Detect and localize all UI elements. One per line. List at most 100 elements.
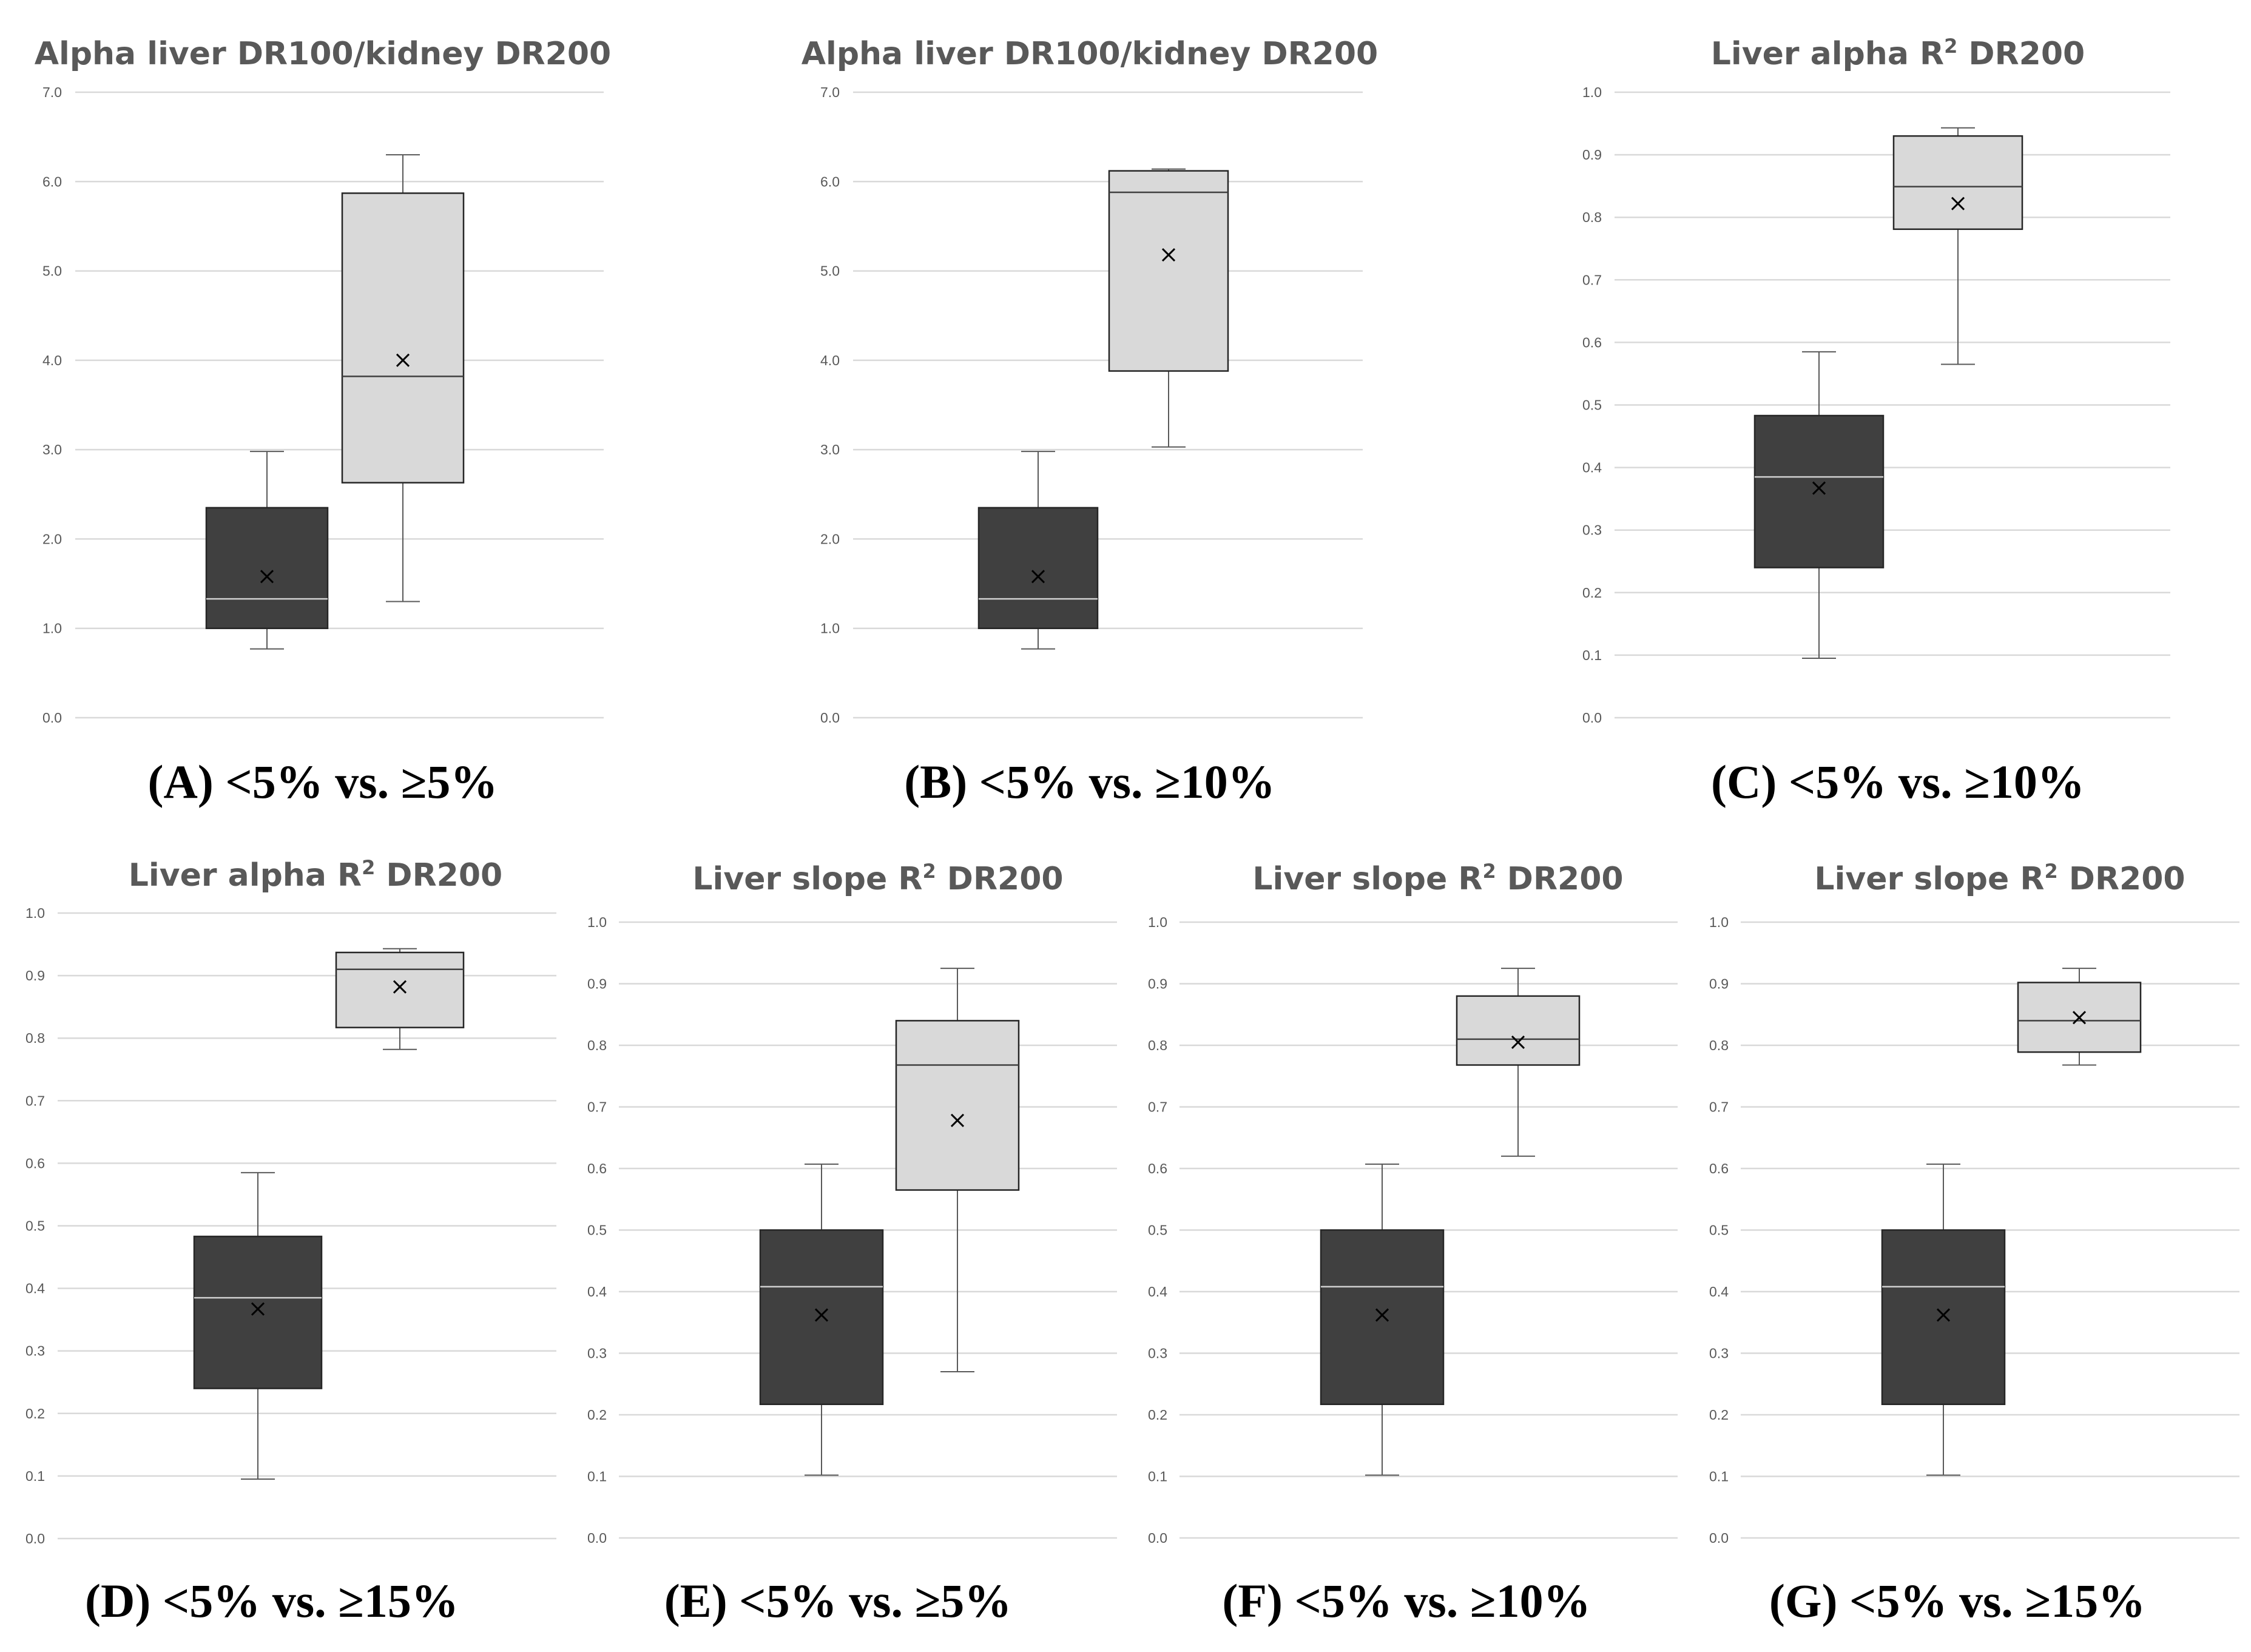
box-iqr xyxy=(1753,414,1885,568)
mean-marker xyxy=(1812,481,1826,495)
boxplot-panel: 0.0 0.1 0.2 0.3 0.4 0.5 0.6 0.7 0.8 0.9 1.0 Liver a… xyxy=(25,856,556,1627)
y-tick-label: 5.0 xyxy=(42,263,62,279)
box-low-group xyxy=(1753,351,1885,659)
panel-caption: (E) <5% vs. ≥5% xyxy=(664,1574,1012,1627)
chart-title: Liver slope R2 DR200 xyxy=(1814,860,2185,897)
y-tick-label: 0.3 xyxy=(1709,1346,1729,1361)
box-high-group xyxy=(1456,968,1581,1157)
y-tick-label: 0.6 xyxy=(1582,334,1602,350)
y-tick-label: 2.0 xyxy=(42,531,62,547)
y-tick-label: 0.6 xyxy=(587,1161,607,1176)
chart-title: Liver alpha R2 DR200 xyxy=(1711,35,2085,72)
y-tick-label: 0.4 xyxy=(587,1284,607,1300)
box-low-group xyxy=(977,451,1099,650)
panel-caption: (C) <5% vs. ≥10% xyxy=(1711,755,2085,808)
y-tick-label: 3.0 xyxy=(42,442,62,457)
y-tick-label: 0.3 xyxy=(25,1343,45,1359)
y-tick-label: 1.0 xyxy=(42,621,62,636)
y-tick-label: 0.9 xyxy=(1709,976,1729,992)
y-tick-label: 0.4 xyxy=(1148,1284,1167,1300)
y-tick-label: 0.7 xyxy=(587,1099,607,1115)
box-high-group xyxy=(335,948,465,1050)
y-tick-label: 0.0 xyxy=(587,1530,607,1546)
y-tick-label: 1.0 xyxy=(1709,914,1729,930)
y-tick-label: 0.2 xyxy=(1582,585,1602,601)
y-tick-label: 0.3 xyxy=(1148,1346,1167,1361)
box-low-group xyxy=(205,451,329,650)
mean-marker xyxy=(2072,1011,2087,1025)
y-tick-label: 0.2 xyxy=(587,1407,607,1423)
y-tick-label: 0.0 xyxy=(1709,1530,1729,1546)
y-tick-label: 1.0 xyxy=(587,914,607,930)
mean-marker xyxy=(814,1308,829,1322)
box-iqr xyxy=(1881,1229,2006,1405)
y-tick-label: 0.2 xyxy=(1148,1407,1167,1423)
box-high-group xyxy=(1108,168,1229,448)
panel-caption: (F) <5% vs. ≥10% xyxy=(1222,1574,1590,1627)
y-tick-label: 0.5 xyxy=(587,1222,607,1238)
y-tick-label: 0.1 xyxy=(25,1468,45,1484)
box-low-group xyxy=(1320,1163,1445,1476)
box-iqr xyxy=(1108,170,1229,372)
box-high-group xyxy=(2017,968,2142,1066)
y-tick-label: 0.0 xyxy=(1582,710,1602,726)
box-high-group xyxy=(895,968,1020,1372)
box-high-group xyxy=(341,154,465,602)
y-tick-label: 0.7 xyxy=(1709,1099,1729,1115)
y-tick-label: 0.5 xyxy=(1709,1222,1729,1238)
panel-caption: (D) <5% vs. ≥15% xyxy=(85,1574,459,1627)
box-iqr xyxy=(335,951,465,1028)
y-tick-label: 4.0 xyxy=(820,352,840,368)
y-tick-label: 0.4 xyxy=(25,1281,45,1296)
y-tick-label: 0.0 xyxy=(42,710,62,726)
y-tick-label: 6.0 xyxy=(42,174,62,189)
mean-marker xyxy=(1161,248,1176,262)
box-iqr xyxy=(977,507,1099,629)
mean-marker xyxy=(393,980,407,994)
chart-title: Alpha liver DR100/kidney DR200 xyxy=(35,36,611,72)
y-tick-label: 0.8 xyxy=(1148,1037,1167,1053)
y-tick-label: 0.9 xyxy=(25,968,45,983)
box-iqr xyxy=(205,507,329,629)
mean-marker xyxy=(251,1302,265,1316)
y-tick-label: 0.9 xyxy=(1148,976,1167,992)
panel-caption: (G) <5% vs. ≥15% xyxy=(1769,1574,2145,1627)
y-tick-label: 3.0 xyxy=(820,442,840,457)
box-low-group xyxy=(1881,1163,2006,1476)
y-tick-label: 7.0 xyxy=(820,84,840,100)
mean-marker xyxy=(260,570,274,584)
box-iqr xyxy=(193,1235,323,1389)
mean-marker xyxy=(396,353,410,367)
y-tick-label: 0.5 xyxy=(1148,1222,1167,1238)
y-tick-label: 0.0 xyxy=(1148,1530,1167,1546)
y-tick-label: 0.6 xyxy=(1148,1161,1167,1176)
box-iqr xyxy=(341,192,465,484)
mean-marker xyxy=(1375,1308,1389,1322)
y-tick-label: 0.2 xyxy=(25,1406,45,1421)
y-tick-label: 0.8 xyxy=(1582,209,1602,225)
boxplot-panel: 0.0 1.0 2.0 3.0 4.0 5.0 6.0 7.0 Alpha liver DR10… xyxy=(802,36,1378,808)
y-tick-label: 0.4 xyxy=(1582,460,1602,476)
y-tick-label: 4.0 xyxy=(42,352,62,368)
mean-marker xyxy=(1511,1035,1525,1049)
box-iqr xyxy=(1892,135,2023,231)
y-tick-label: 0.1 xyxy=(1709,1469,1729,1485)
y-tick-label: 1.0 xyxy=(1148,914,1167,930)
y-tick-label: 2.0 xyxy=(820,531,840,547)
y-tick-label: 0.7 xyxy=(25,1093,45,1108)
y-tick-label: 0.1 xyxy=(1148,1469,1167,1485)
y-tick-label: 0.5 xyxy=(1582,397,1602,413)
chart-title: Alpha liver DR100/kidney DR200 xyxy=(802,36,1378,72)
y-tick-label: 1.0 xyxy=(25,905,45,921)
y-tick-label: 6.0 xyxy=(820,174,840,189)
boxplot-panel: 0.0 0.1 0.2 0.3 0.4 0.5 0.6 0.7 0.8 0.9 1.0 Liver s… xyxy=(1148,860,1678,1627)
panel-caption: (A) <5% vs. ≥5% xyxy=(148,755,498,808)
y-tick-label: 0.9 xyxy=(587,976,607,992)
y-tick-label: 0.1 xyxy=(1582,647,1602,663)
boxplot-panel: 0.0 0.1 0.2 0.3 0.4 0.5 0.6 0.7 0.8 0.9 1.0 Liver s… xyxy=(587,860,1117,1627)
y-tick-label: 0.8 xyxy=(25,1030,45,1046)
mean-marker xyxy=(1951,197,1965,211)
box-high-group xyxy=(1892,127,2023,365)
mean-marker xyxy=(1031,570,1045,584)
